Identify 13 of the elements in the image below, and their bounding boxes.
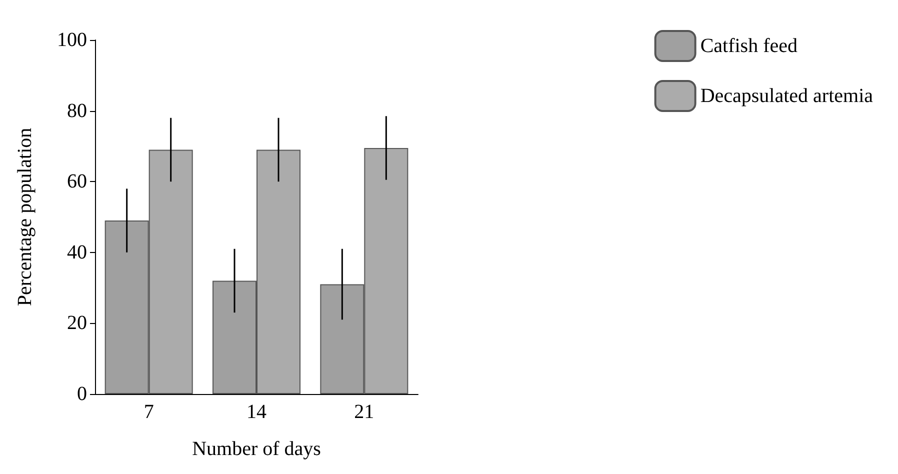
y-tick-label: 40 <box>67 241 87 264</box>
y-tick-label: 0 <box>77 383 87 405</box>
y-tick-label: 80 <box>67 100 87 122</box>
legend-label: Catfish feed <box>700 35 798 57</box>
x-axis-title: Number of days <box>192 438 322 460</box>
y-tick-label: 20 <box>67 312 87 334</box>
y-axis-title: Percentage population <box>14 128 36 306</box>
x-tick-label: 14 <box>246 401 266 423</box>
y-tick-label: 100 <box>57 29 87 51</box>
y-tick-label: 60 <box>67 170 87 193</box>
x-tick-label: 7 <box>144 401 154 423</box>
legend-label: Decapsulated artemia <box>700 85 874 107</box>
x-tick-label: 21 <box>354 401 374 423</box>
